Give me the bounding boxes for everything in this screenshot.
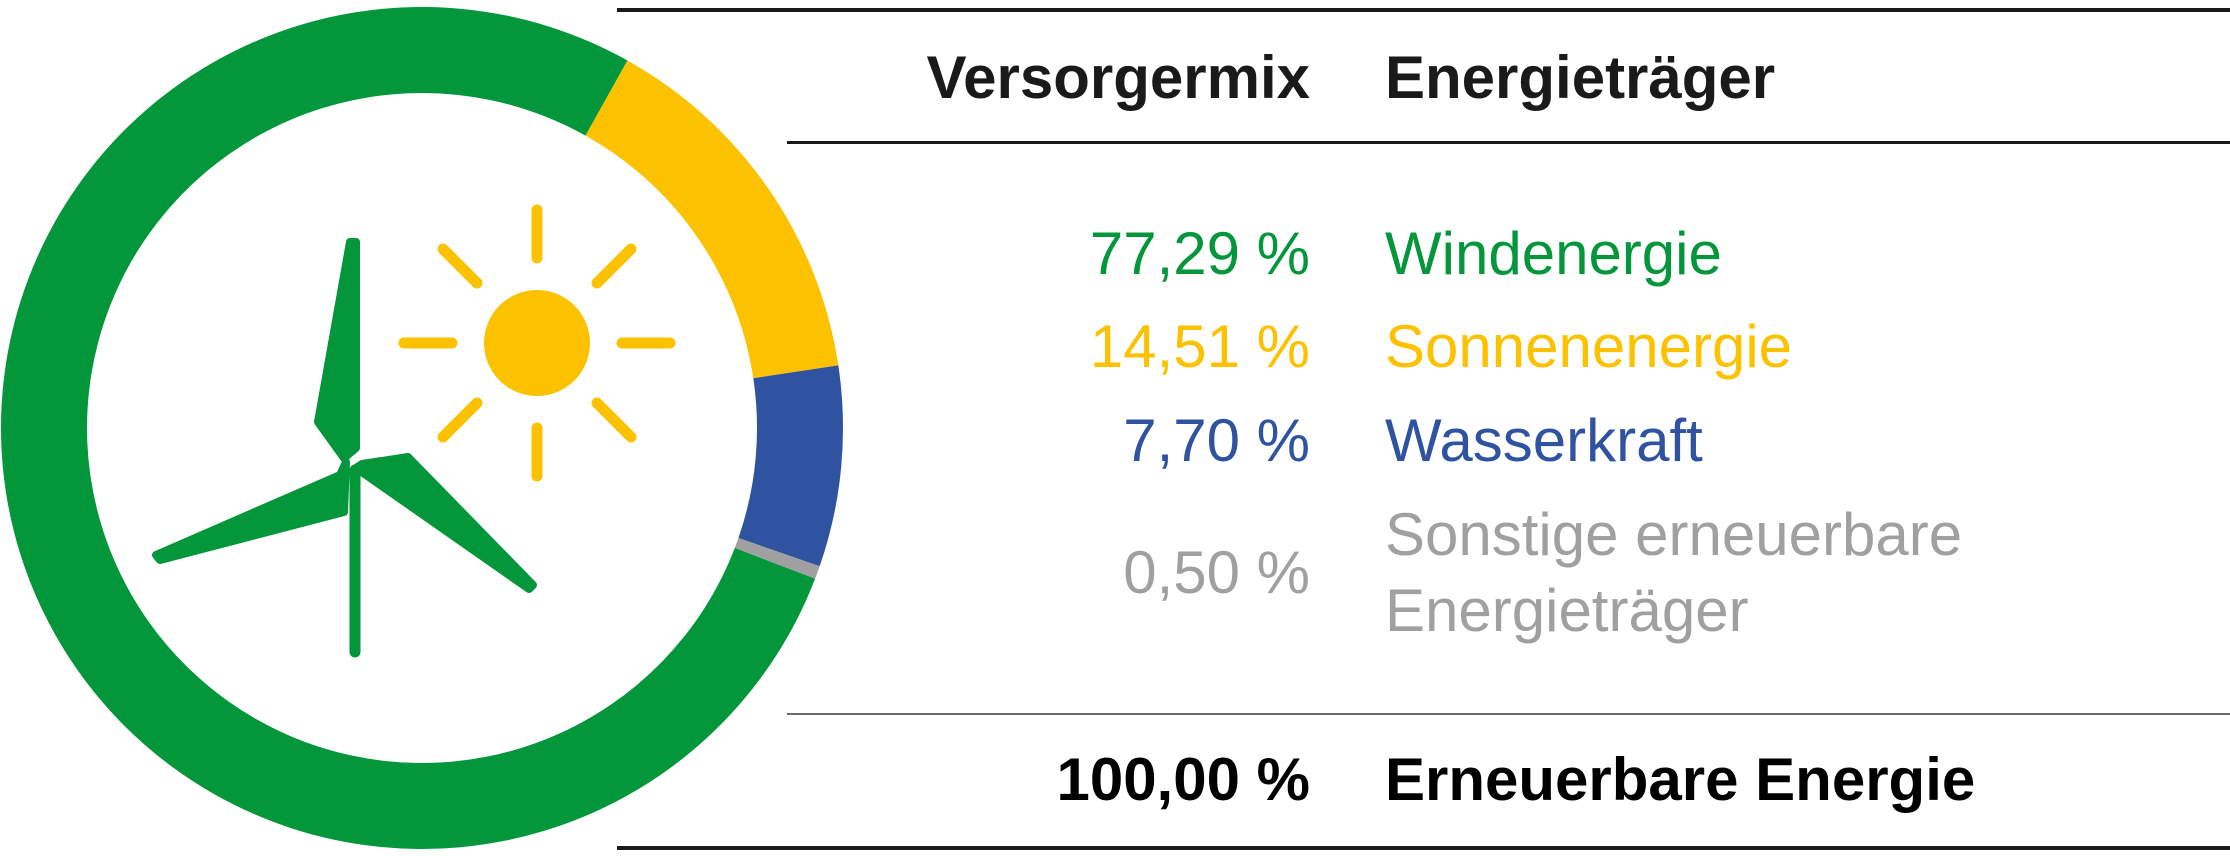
- header-rule: [787, 141, 2230, 144]
- other-label: Sonstige erneuerbare Energieträger: [1385, 501, 1963, 644]
- bottom-rule: [617, 846, 2230, 850]
- wind-turbine-icon: [152, 238, 537, 658]
- top-rule: [617, 8, 2230, 12]
- energy-mix-donut-chart: [1, 6, 844, 850]
- solar-label: Sonnenenergie: [1385, 313, 1793, 380]
- other-percent: 0,50 %: [1123, 539, 1310, 606]
- donut-slice-sonstige: [734, 538, 820, 579]
- donut-slices: [1, 6, 844, 850]
- hydro-percent: 7,70 %: [1123, 407, 1310, 474]
- total-label: Erneuerbare Energie: [1385, 746, 1976, 813]
- donut-slice-sonnenenergie: [585, 60, 839, 379]
- donut-slice-wasserkraft: [738, 365, 844, 567]
- wind-label: Windenergie: [1385, 220, 1722, 287]
- wind-percent: 77,29 %: [1089, 220, 1310, 287]
- percent-column-header: Versorgermix: [926, 44, 1310, 111]
- sun-icon: [398, 204, 676, 482]
- source-column-header: Energieträger: [1385, 44, 1776, 111]
- total-rule: [787, 713, 2230, 715]
- total-percent: 100,00 %: [1056, 746, 1310, 813]
- hydro-label: Wasserkraft: [1385, 407, 1703, 474]
- solar-percent: 14,51 %: [1089, 313, 1310, 380]
